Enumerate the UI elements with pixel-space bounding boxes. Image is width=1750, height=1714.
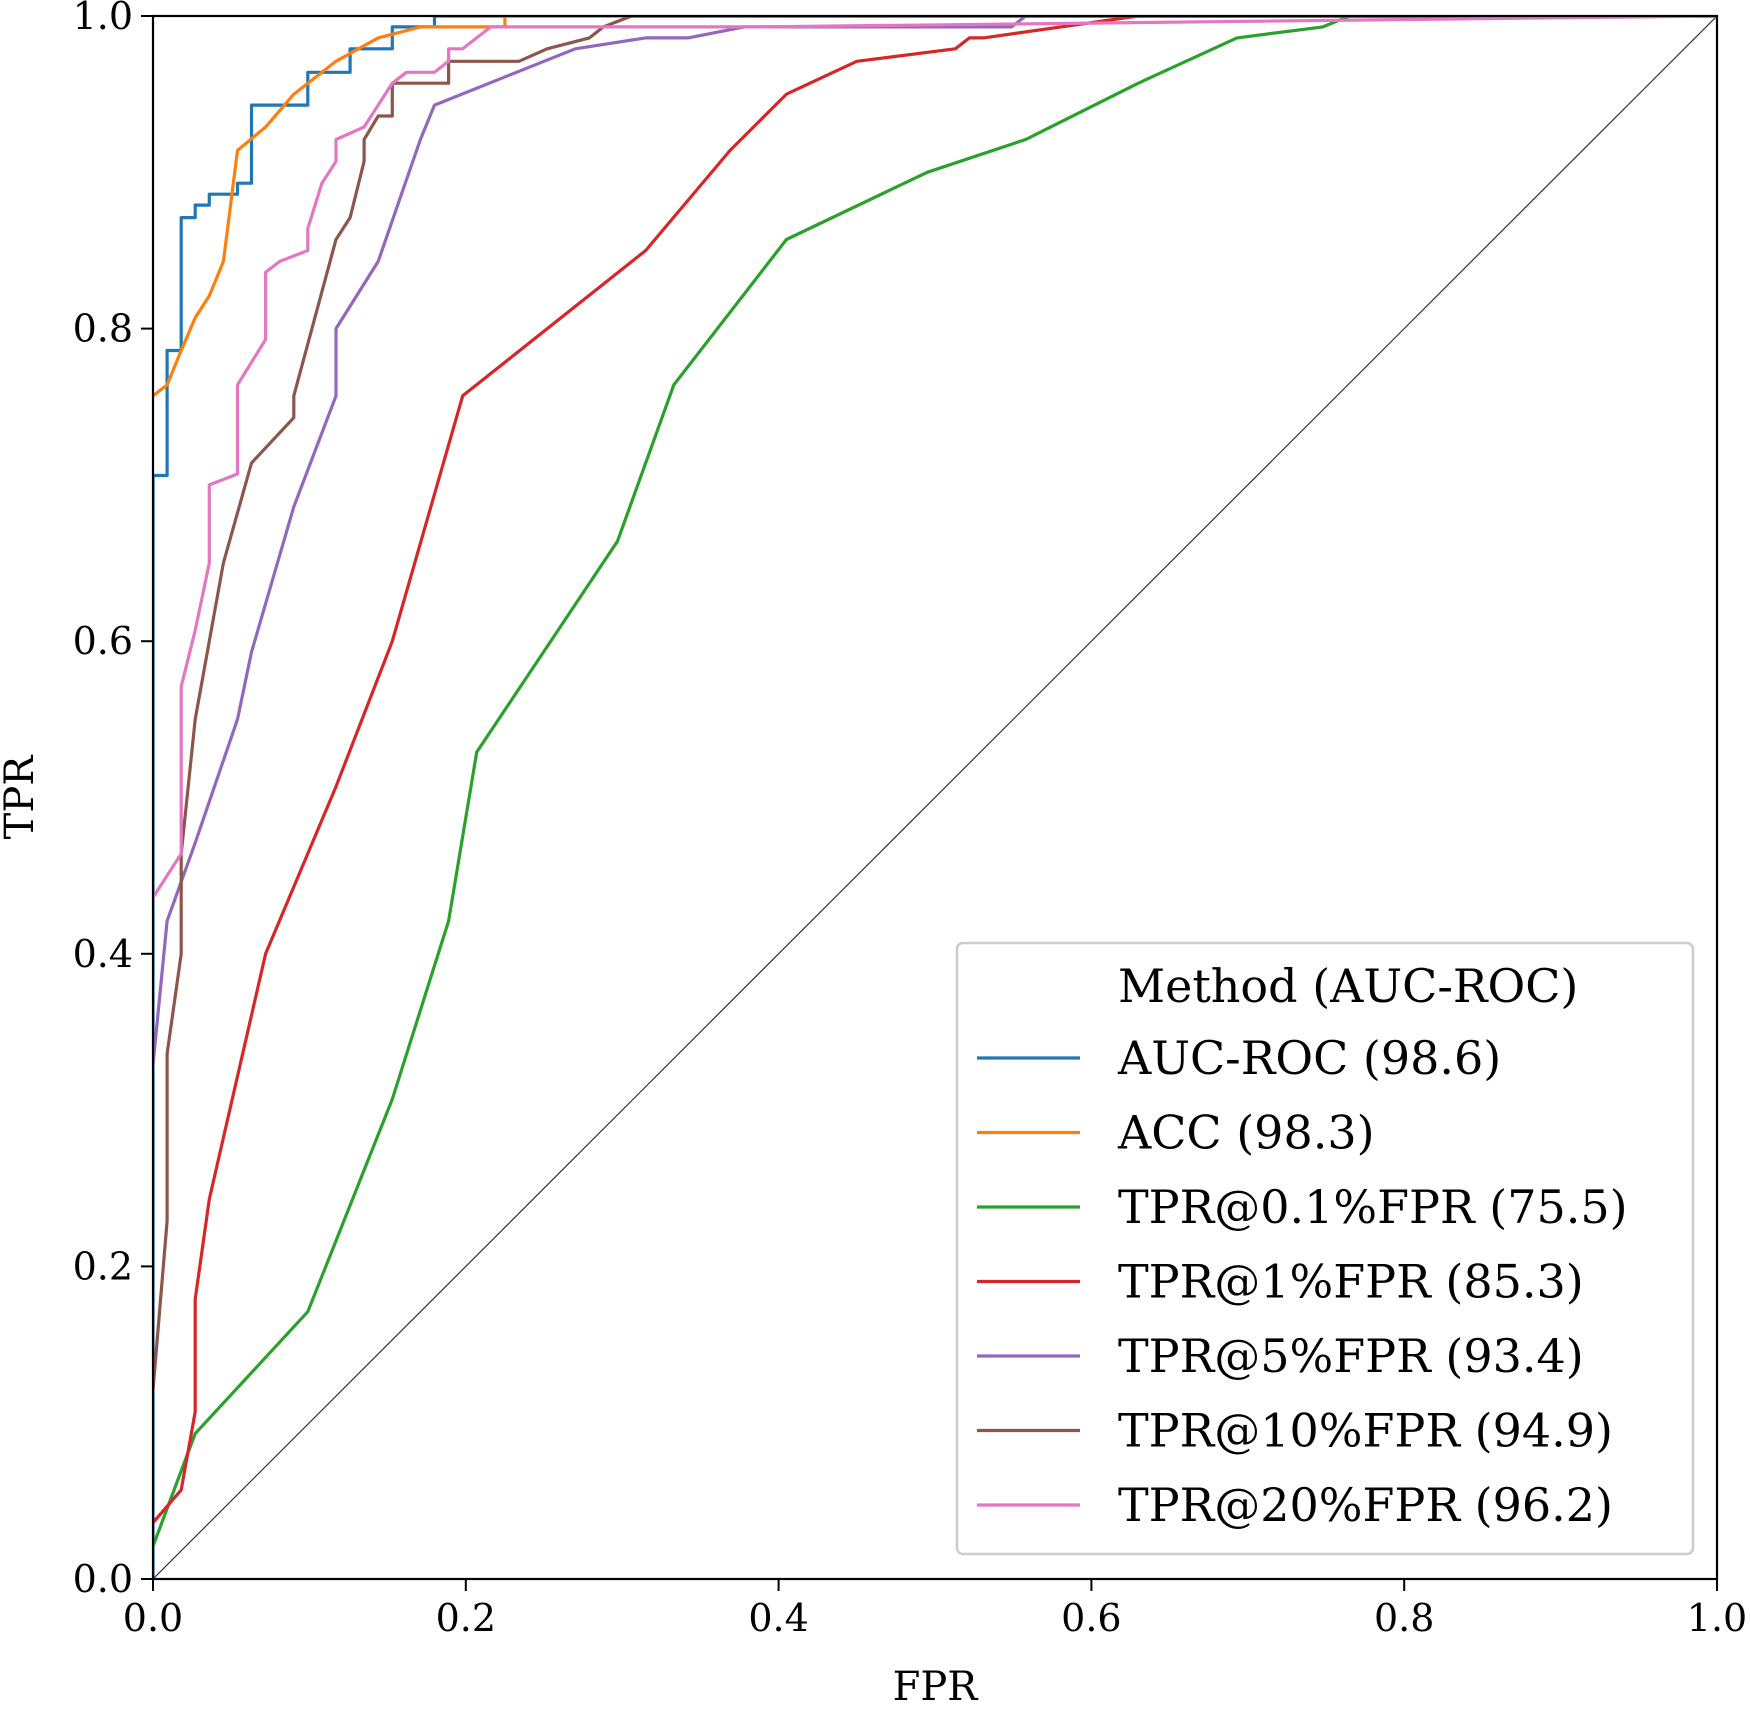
x-tick-label: 0.6 (1061, 1596, 1121, 1640)
axes: 0.0 0.2 0.4 0.6 0.8 1.0 0.0 0.2 0.4 0.6 0.8 1.0 (73, 0, 1748, 1640)
plot-area (153, 16, 1717, 1579)
legend-box (955, 941, 1695, 1556)
legend-label-6: TPR@20%FPR (96.2) (1118, 1478, 1613, 1532)
y-tick-label: 0.4 (73, 932, 133, 976)
legend-label-1: ACC (98.3) (1117, 1106, 1375, 1160)
x-tick-label: 0.8 (1374, 1596, 1434, 1640)
series-line-2 (153, 16, 1717, 1549)
x-tick-label: 0.0 (123, 1596, 183, 1640)
legend-label-2: TPR@0.1%FPR (75.5) (1118, 1180, 1628, 1234)
y-tick-label: 1.0 (73, 0, 133, 38)
series-line-1 (153, 16, 1717, 398)
legend: Method (AUC-ROC) AUC-ROC (98.6) ACC (98.3… (955, 941, 1695, 1556)
legend-label-5: TPR@10%FPR (94.9) (1118, 1404, 1613, 1458)
y-tick-label: 0.0 (73, 1557, 133, 1601)
series-line-0 (153, 16, 1717, 1579)
legend-label-4: TPR@5%FPR (93.4) (1118, 1329, 1584, 1383)
legend-label-3: TPR@1%FPR (85.3) (1118, 1255, 1584, 1309)
x-tick-label: 1.0 (1687, 1596, 1747, 1640)
x-tick-label: 0.4 (748, 1596, 808, 1640)
diagonal-reference-line (153, 16, 1717, 1579)
y-axis-label: TPR (0, 754, 43, 840)
y-tick-label: 0.8 (73, 307, 133, 351)
series-line-3 (153, 16, 1717, 1525)
legend-label-0: AUC-ROC (98.6) (1117, 1031, 1501, 1085)
axes-frame (151, 14, 1719, 1581)
y-tick-label: 0.2 (73, 1244, 133, 1288)
series-line-6 (153, 16, 1717, 900)
x-tick-label: 0.2 (436, 1596, 496, 1640)
legend-title: Method (AUC-ROC) (1118, 959, 1578, 1013)
y-tick-label: 0.6 (73, 619, 133, 663)
x-axis-label: FPR (893, 1664, 980, 1709)
